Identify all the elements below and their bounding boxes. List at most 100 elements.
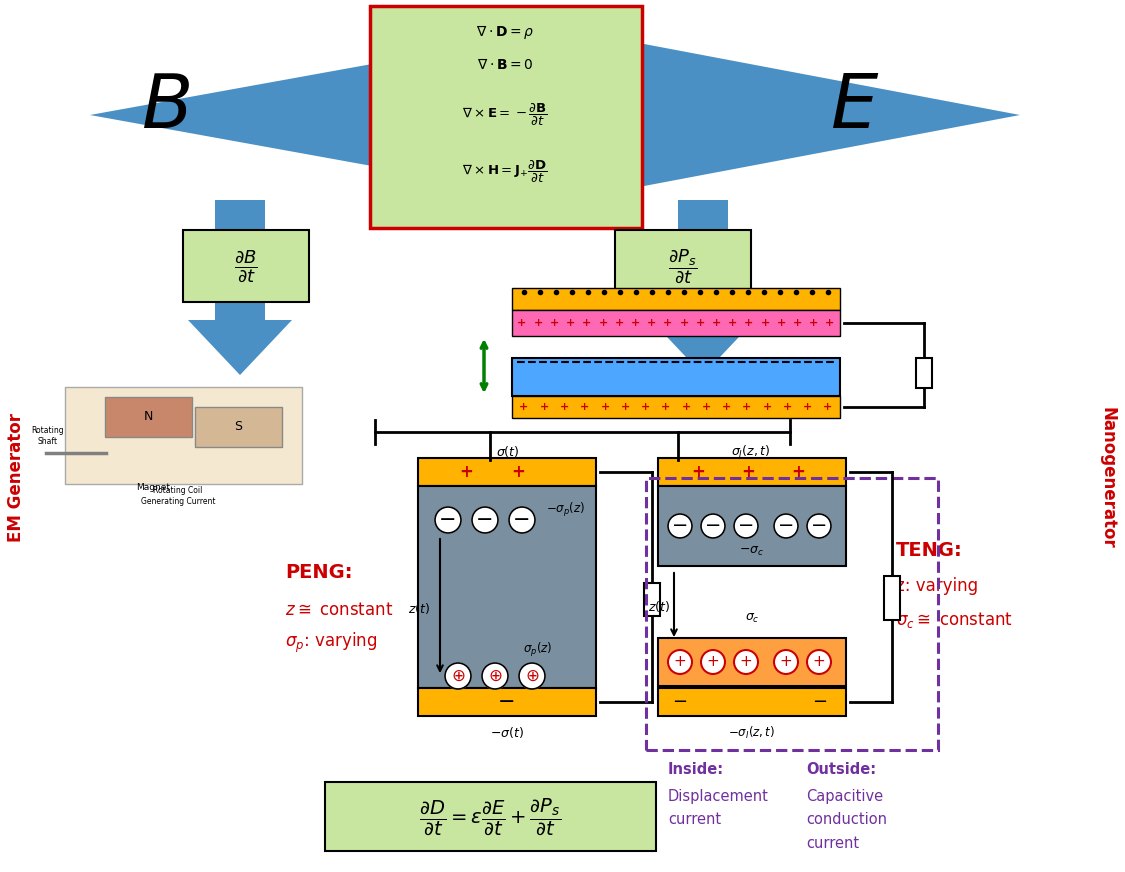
Text: −: − — [476, 510, 494, 530]
Polygon shape — [188, 200, 292, 375]
Text: +: + — [824, 402, 832, 412]
Text: +: + — [518, 318, 526, 328]
Text: +: + — [664, 318, 673, 328]
FancyBboxPatch shape — [512, 288, 840, 310]
Text: +: + — [566, 318, 575, 328]
Text: $\dfrac{\partial \boldsymbol{\mathit{D}}}{\partial t} = \varepsilon\dfrac{\parti: $\dfrac{\partial \boldsymbol{\mathit{D}}… — [418, 797, 561, 837]
Bar — [884, 576, 900, 620]
Text: $-\sigma_c$: $-\sigma_c$ — [739, 544, 765, 557]
Text: +: + — [674, 655, 686, 670]
FancyBboxPatch shape — [512, 396, 840, 418]
Polygon shape — [90, 30, 560, 200]
FancyBboxPatch shape — [658, 688, 846, 716]
Text: $\sigma_c$: $\sigma_c$ — [745, 611, 759, 624]
Text: ⊕: ⊕ — [525, 667, 539, 685]
Text: +: + — [533, 318, 543, 328]
Text: +: + — [614, 318, 624, 328]
Text: +: + — [641, 402, 650, 412]
Text: +: + — [598, 318, 608, 328]
Text: $\sigma_I(z,t)$: $\sigma_I(z,t)$ — [731, 444, 771, 460]
Text: +: + — [812, 655, 826, 670]
Text: Rotating Coil
Generating Current: Rotating Coil Generating Current — [141, 487, 215, 506]
Text: $\mathit{E}$: $\mathit{E}$ — [830, 72, 880, 145]
Text: Magnet: Magnet — [136, 483, 170, 493]
Text: −: − — [513, 510, 531, 530]
Text: $\mathit{B}$: $\mathit{B}$ — [141, 72, 189, 145]
FancyBboxPatch shape — [65, 387, 302, 484]
Text: +: + — [540, 402, 549, 412]
FancyBboxPatch shape — [658, 638, 846, 686]
Text: +: + — [760, 318, 770, 328]
Text: +: + — [741, 463, 755, 481]
Text: −: − — [811, 516, 827, 535]
Circle shape — [472, 507, 498, 533]
Text: TENG:: TENG: — [896, 541, 963, 560]
Text: +: + — [621, 402, 630, 412]
Text: $\sigma_p(z)$: $\sigma_p(z)$ — [523, 641, 552, 659]
Circle shape — [807, 514, 831, 538]
Text: −: − — [439, 510, 457, 530]
Text: +: + — [550, 318, 559, 328]
FancyBboxPatch shape — [418, 458, 596, 486]
Text: N: N — [143, 411, 153, 424]
Polygon shape — [651, 200, 755, 375]
Text: +: + — [695, 318, 705, 328]
Circle shape — [482, 663, 508, 689]
Text: Rotating
Shaft: Rotating Shaft — [32, 426, 64, 446]
Text: +: + — [647, 318, 656, 328]
FancyBboxPatch shape — [512, 358, 840, 396]
Text: $-\sigma_I(z,t)$: $-\sigma_I(z,t)$ — [729, 725, 775, 741]
FancyBboxPatch shape — [325, 782, 656, 851]
Text: +: + — [728, 318, 737, 328]
Circle shape — [519, 663, 544, 689]
Text: +: + — [809, 318, 818, 328]
Text: $z(t)$: $z(t)$ — [648, 598, 670, 614]
Circle shape — [668, 650, 692, 674]
Polygon shape — [570, 30, 1020, 200]
Text: −: − — [704, 516, 721, 535]
Text: $\sigma_p$: varying: $\sigma_p$: varying — [285, 631, 377, 655]
Text: +: + — [662, 402, 670, 412]
Text: +: + — [742, 402, 752, 412]
Text: Nanogenerator: Nanogenerator — [1099, 407, 1117, 548]
Text: S: S — [234, 420, 242, 433]
Text: Capacitive: Capacitive — [806, 788, 883, 803]
Text: conduction: conduction — [806, 813, 887, 828]
Text: +: + — [580, 402, 590, 412]
Text: +: + — [712, 318, 721, 328]
Circle shape — [701, 514, 724, 538]
Text: +: + — [739, 655, 753, 670]
FancyBboxPatch shape — [615, 230, 752, 302]
Text: +: + — [691, 463, 705, 481]
Circle shape — [774, 514, 798, 538]
Text: $\nabla \cdot \mathbf{B} = 0$: $\nabla \cdot \mathbf{B} = 0$ — [477, 58, 533, 72]
Text: $\sigma_c \cong$ constant: $\sigma_c \cong$ constant — [896, 610, 1012, 630]
Text: +: + — [706, 655, 719, 670]
Text: $-\sigma_p(z)$: $-\sigma_p(z)$ — [547, 501, 586, 519]
Text: +: + — [459, 463, 472, 481]
FancyBboxPatch shape — [370, 6, 642, 228]
FancyBboxPatch shape — [418, 688, 596, 716]
Circle shape — [807, 650, 831, 674]
Text: +: + — [520, 402, 529, 412]
Text: $\sigma(t)$: $\sigma(t)$ — [496, 445, 520, 460]
Text: current: current — [806, 836, 860, 851]
Text: Outside:: Outside: — [806, 762, 876, 778]
Text: $\nabla \cdot \mathbf{D} = \rho$: $\nabla \cdot \mathbf{D} = \rho$ — [476, 23, 534, 41]
Text: +: + — [763, 402, 772, 412]
Bar — [916, 358, 931, 388]
Bar — [644, 583, 660, 616]
Text: +: + — [511, 463, 525, 481]
Circle shape — [508, 507, 536, 533]
Text: +: + — [780, 655, 792, 670]
Text: +: + — [722, 402, 731, 412]
Circle shape — [701, 650, 724, 674]
Circle shape — [446, 663, 471, 689]
Text: EM Generator: EM Generator — [7, 413, 25, 542]
Text: −: − — [738, 516, 754, 535]
Text: ⊕: ⊕ — [488, 667, 502, 685]
Circle shape — [734, 514, 758, 538]
Text: $z(t)$: $z(t)$ — [408, 601, 430, 616]
Text: PENG:: PENG: — [285, 563, 352, 582]
Text: current: current — [668, 813, 721, 828]
